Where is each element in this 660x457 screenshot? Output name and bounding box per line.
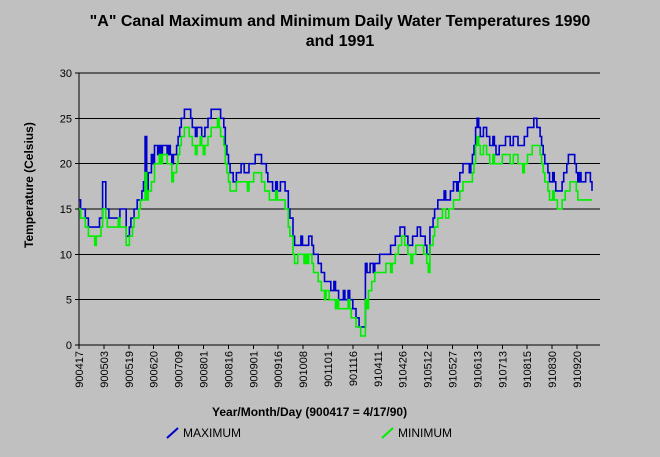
x-tick-label: 910920	[572, 351, 584, 388]
x-tick-label: 900801	[199, 351, 211, 388]
x-tick-label: 910815	[522, 351, 534, 388]
x-tick-label: 910512	[423, 351, 435, 388]
legend-swatch-maximum	[166, 427, 179, 439]
x-tick-label: 900503	[99, 351, 111, 388]
y-axis-label: Temperature (Celsius)	[22, 122, 36, 248]
x-tick-label: 900620	[149, 351, 161, 388]
legend-label-minimum: MINIMUM	[398, 426, 452, 440]
y-tick-label: 0	[66, 340, 72, 352]
series-lines	[79, 108, 593, 337]
x-tick-label: 900519	[124, 351, 136, 388]
x-tick-label: 910426	[398, 351, 410, 388]
y-tick-label: 25	[60, 113, 72, 125]
x-axis-label: Year/Month/Day (900417 = 4/17/90)	[212, 405, 408, 419]
chart-title: "A" Canal Maximum and Minimum Daily Wate…	[89, 13, 591, 50]
x-tick-label: 900901	[248, 351, 260, 388]
y-tick-label: 5	[66, 295, 72, 307]
x-tick-label: 900916	[273, 351, 285, 388]
axes	[75, 72, 600, 349]
x-tick-label: 910411	[373, 351, 385, 387]
y-tick-labels: 0 5 10 15 20 25 30	[60, 68, 72, 352]
x-tick-label: 901116	[348, 351, 360, 386]
series-line-minimum	[79, 117, 592, 337]
y-tick-label: 20	[60, 159, 72, 171]
x-tick-label: 910830	[547, 351, 559, 388]
x-tick-label: 900816	[223, 351, 235, 388]
x-tick-label: 910713	[497, 351, 509, 388]
x-tick-label: 910613	[472, 351, 484, 388]
x-tick-label: 901008	[298, 351, 310, 388]
y-tick-label: 30	[60, 68, 72, 80]
legend-swatch-minimum	[381, 427, 394, 439]
x-tick-label: 900417	[74, 351, 86, 388]
y-tick-label: 10	[60, 249, 72, 261]
legend-label-maximum: MAXIMUM	[183, 426, 241, 440]
series-line-maximum	[79, 108, 593, 328]
legend: MAXIMUM MINIMUM	[0, 425, 660, 441]
x-tick-label: 901101	[323, 351, 335, 387]
x-tick-label: 900709	[174, 351, 186, 388]
x-tick-label: 910527	[448, 351, 460, 388]
gridlines	[79, 72, 600, 346]
y-tick-label: 15	[60, 204, 72, 216]
x-tick-labels: 900417 900503 900519 900620 900709 900801 9008…	[74, 351, 584, 388]
